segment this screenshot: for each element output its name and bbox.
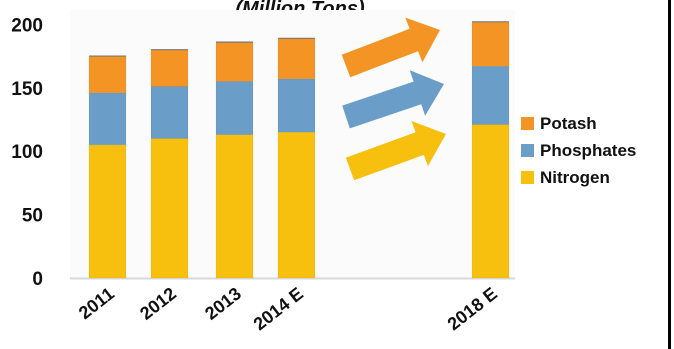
legend-item-nitrogen: Nitrogen bbox=[521, 164, 636, 191]
y-tick-label: 100 bbox=[11, 142, 43, 163]
x-tick-label: 2013 bbox=[201, 283, 245, 323]
legend-swatch-phosphates bbox=[521, 144, 534, 157]
x-tick-label: 2012 bbox=[136, 283, 180, 323]
legend: Potash Phosphates Nitrogen bbox=[521, 110, 636, 191]
legend-label-phosphates: Phosphates bbox=[540, 140, 637, 160]
legend-swatch-nitrogen bbox=[521, 171, 534, 184]
growth-arrow-nitrogen bbox=[345, 121, 446, 181]
legend-swatch-potash bbox=[521, 117, 534, 130]
bar-potash-2012 bbox=[150, 49, 189, 87]
bar-nitrogen-2014-e bbox=[277, 131, 316, 279]
bar-nitrogen-2013 bbox=[215, 134, 254, 279]
bar-phosphates-2011 bbox=[88, 92, 127, 146]
x-tick-label: 2014 E bbox=[250, 283, 307, 334]
bar-phosphates-2013 bbox=[215, 81, 254, 135]
bar-phosphates-2014-e bbox=[277, 78, 316, 133]
bar-nitrogen-2012 bbox=[150, 138, 189, 279]
legend-item-potash: Potash bbox=[521, 110, 636, 137]
x-tick-label: 2018 E bbox=[444, 283, 501, 334]
y-tick-label: 50 bbox=[22, 206, 43, 227]
bar-phosphates-2012 bbox=[150, 86, 189, 139]
bar-potash-2018-e bbox=[471, 21, 510, 67]
x-tick-label: 2011 bbox=[75, 283, 118, 323]
bar-potash-2013 bbox=[215, 41, 254, 82]
bar-nitrogen-2011 bbox=[88, 144, 127, 279]
growth-arrow-phosphates bbox=[342, 70, 444, 129]
bar-phosphates-2018-e bbox=[471, 65, 510, 125]
bar-nitrogen-2018-e bbox=[471, 124, 510, 279]
legend-label-potash: Potash bbox=[540, 113, 597, 133]
legend-item-phosphates: Phosphates bbox=[521, 137, 636, 164]
bar-potash-2014-e bbox=[277, 38, 316, 80]
y-tick-label: 0 bbox=[32, 269, 43, 290]
bar-potash-2011 bbox=[88, 55, 127, 94]
growth-arrow-potash bbox=[341, 17, 440, 78]
frame-border bbox=[668, 0, 671, 349]
y-tick-label: 150 bbox=[11, 79, 43, 100]
legend-label-nitrogen: Nitrogen bbox=[540, 167, 610, 187]
y-tick-label: 200 bbox=[11, 15, 43, 36]
